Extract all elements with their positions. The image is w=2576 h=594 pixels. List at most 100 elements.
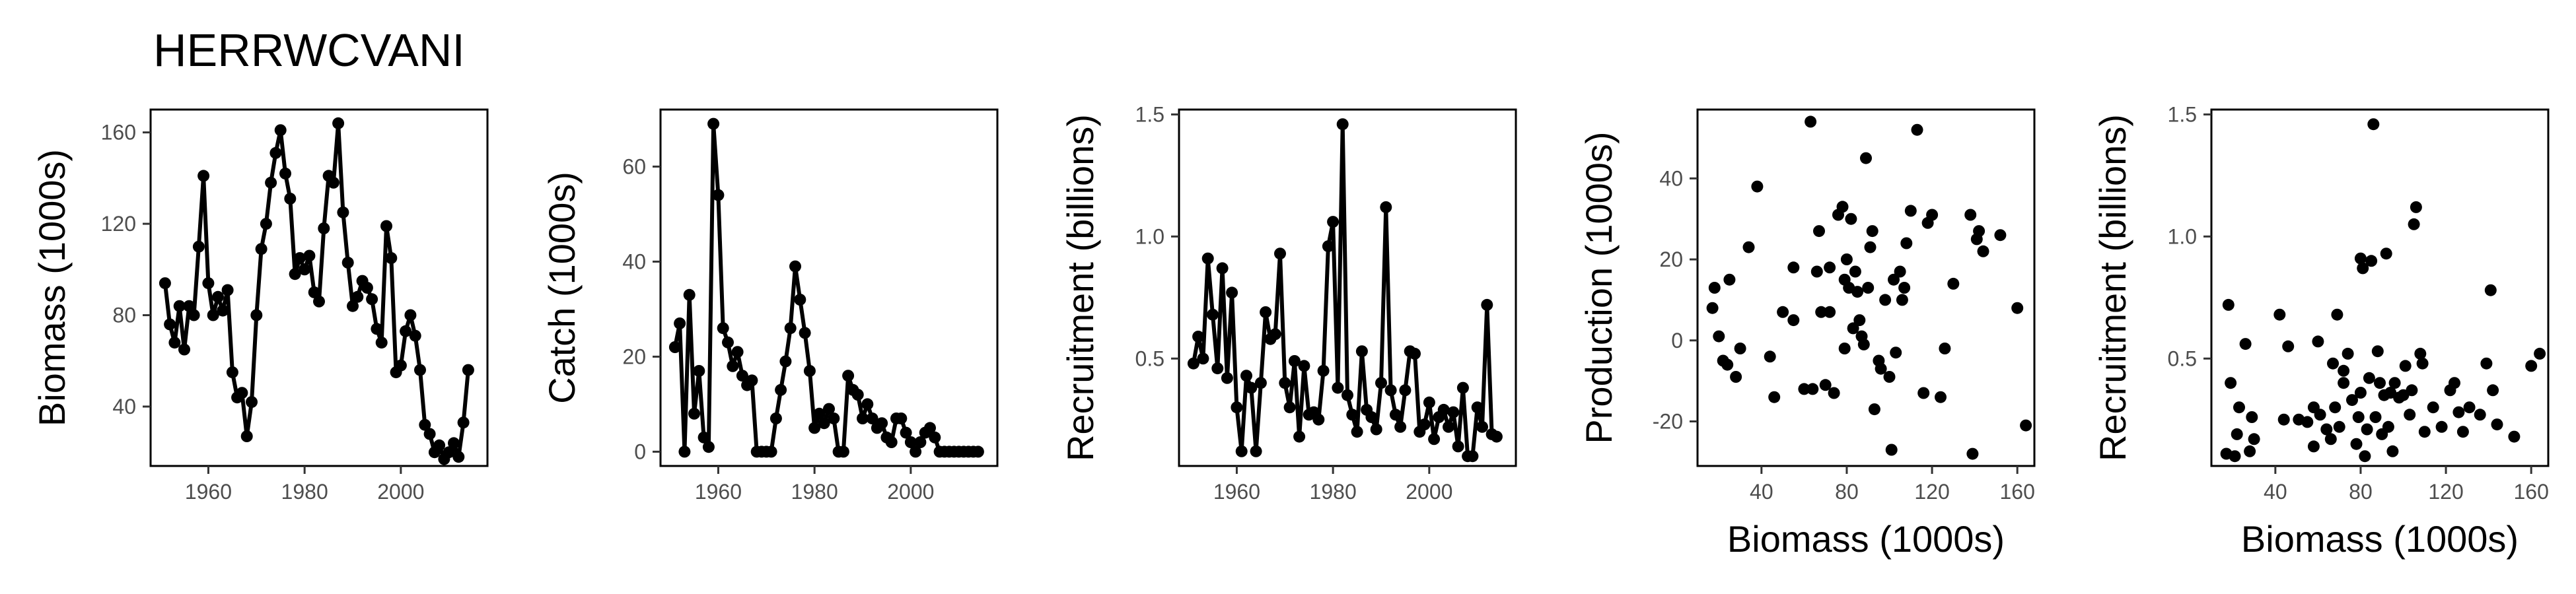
y-axis-title: Production (1000s) <box>1578 131 1620 444</box>
data-point <box>448 437 460 449</box>
data-point <box>2248 433 2260 446</box>
data-point <box>1824 306 1836 318</box>
data-point <box>212 290 224 303</box>
data-point <box>799 327 811 339</box>
data-point <box>736 370 748 382</box>
data-point <box>2416 357 2429 370</box>
data-point <box>837 446 849 458</box>
data-point <box>1862 282 1875 294</box>
data-point <box>1819 379 1832 391</box>
data-point <box>462 364 474 376</box>
data-point <box>2244 445 2256 457</box>
data-point <box>361 282 373 294</box>
series-line <box>672 121 978 454</box>
data-point <box>2474 409 2486 421</box>
data-point <box>2435 420 2448 433</box>
data-point <box>1471 401 1484 414</box>
data-point <box>173 300 186 312</box>
data-point <box>1456 381 1469 394</box>
data-point <box>861 398 874 411</box>
data-point <box>366 293 378 306</box>
data-point <box>1423 396 1435 409</box>
y-tick-label: 40 <box>1659 166 1683 190</box>
data-point <box>1221 372 1233 384</box>
y-tick-label: 60 <box>622 154 646 178</box>
x-tick-label: 1960 <box>695 480 742 504</box>
data-point <box>1452 440 1464 453</box>
data-point <box>707 117 720 130</box>
data-point <box>808 422 821 434</box>
data-point <box>1964 209 1977 221</box>
data-point <box>1815 306 1828 318</box>
data-point <box>1279 377 1291 389</box>
data-point <box>722 336 734 348</box>
data-point <box>168 337 181 349</box>
data-point <box>2282 340 2295 352</box>
data-point <box>1836 201 1849 213</box>
data-point <box>1798 383 1810 395</box>
data-point <box>240 430 253 442</box>
x-tick-label: 1980 <box>1310 480 1357 504</box>
data-point <box>217 304 229 317</box>
data-point <box>1351 426 1363 438</box>
data-point <box>1394 420 1407 433</box>
data-point <box>1768 391 1781 403</box>
data-point <box>784 322 797 335</box>
data-point <box>289 268 301 280</box>
data-point <box>727 360 739 372</box>
data-point <box>746 374 758 387</box>
data-point <box>1787 314 1800 327</box>
data-point <box>351 290 364 303</box>
data-point <box>318 222 330 234</box>
x-axis-title: Biomass (1000s) <box>1727 518 2005 560</box>
data-point <box>1187 357 1199 370</box>
data-point <box>702 441 715 453</box>
x-tick-label: 1980 <box>791 480 838 504</box>
data-point <box>2307 440 2320 453</box>
y-tick-label: 40 <box>622 249 646 273</box>
data-point <box>1490 430 1503 443</box>
data-point <box>678 446 691 458</box>
data-point <box>1260 306 1272 318</box>
data-point <box>2020 419 2032 432</box>
data-point <box>1764 350 1776 363</box>
chart-panel-4: 40 80 120 160 -20 0 20 40 Production (1000s) Biom… <box>1578 108 2036 560</box>
data-point <box>1917 387 1930 399</box>
data-point <box>1245 381 1258 394</box>
data-point <box>1332 381 1344 394</box>
data-point <box>1476 420 1488 433</box>
data-point <box>1866 225 1878 238</box>
data-point <box>2350 438 2363 450</box>
data-point <box>1879 294 1892 306</box>
data-point <box>885 436 898 448</box>
x-tick-label: 120 <box>1914 480 1949 504</box>
data-point <box>1235 445 1248 457</box>
data-point <box>1370 423 1382 436</box>
data-point <box>2487 384 2499 397</box>
data-point <box>775 383 787 396</box>
data-point <box>1838 343 1851 354</box>
data-point <box>341 256 354 269</box>
data-point <box>303 249 316 262</box>
data-point <box>698 431 710 444</box>
data-point <box>423 428 436 440</box>
data-point <box>2380 248 2392 260</box>
data-point <box>2508 430 2521 443</box>
data-point <box>2386 445 2399 457</box>
data-point <box>769 412 782 424</box>
data-point <box>1269 328 1281 341</box>
data-point <box>1447 406 1460 418</box>
data-point <box>2410 201 2422 213</box>
data-point <box>876 417 888 430</box>
data-point <box>207 309 219 321</box>
y-tick-label: 0.5 <box>2168 346 2197 370</box>
data-point <box>2418 426 2431 438</box>
y-tick-label: 40 <box>112 395 136 418</box>
x-tick-label: 160 <box>2513 480 2548 504</box>
data-point <box>1857 338 1870 350</box>
data-point <box>380 220 392 232</box>
data-point <box>924 422 936 434</box>
series-line <box>1191 122 1498 459</box>
chart-panel-1: 1960 1980 2000 40 80 120 160 Biomass (1000s) <box>31 108 489 504</box>
